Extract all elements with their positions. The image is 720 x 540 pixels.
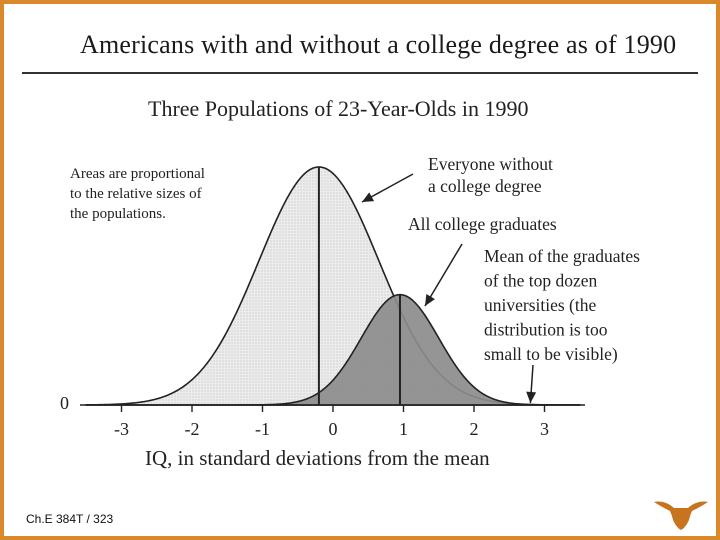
annotation-2: Everyone without a college degree (428, 154, 553, 196)
annotations-group: Areas are proportional to the relative si… (70, 154, 640, 404)
annotation-4: Mean of the graduates of the top dozen uni… (484, 246, 640, 364)
annotation-line: universities (the (484, 295, 596, 315)
annotation-line: to the relative sizes of (70, 186, 202, 202)
annotation-line: Areas are proportional (70, 166, 205, 182)
annotation-3: All college graduates (408, 214, 557, 234)
y-zero-label: 0 (60, 393, 69, 413)
x-axis: -3 -2 -1 0 1 2 3 (80, 404, 585, 439)
x-tick-label: 3 (540, 419, 549, 439)
arrow-top-universities-head (526, 391, 537, 403)
x-tick-label: 1 (399, 419, 408, 439)
x-tick-label: -1 (255, 419, 270, 439)
annotation-line: small to be visible) (484, 344, 618, 364)
arrow-no-degree-head (362, 192, 375, 202)
annotation-line: a college degree (428, 176, 542, 196)
chart-title: Three Populations of 23-Year-Olds in 199… (148, 96, 528, 121)
annotation-line: distribution is too (484, 320, 608, 340)
arrow-graduates-head (425, 293, 435, 306)
x-axis-label: IQ, in standard deviations from the mean (145, 446, 490, 470)
annotation-line: Mean of the graduates (484, 246, 640, 266)
annotation-line: All college graduates (408, 214, 557, 234)
longhorn-icon (654, 501, 708, 530)
annotation-line: of the top dozen (484, 271, 597, 291)
x-tick-label: -3 (114, 419, 129, 439)
x-tick-label: 2 (470, 419, 479, 439)
slide-title: Americans with and without a college deg… (80, 30, 677, 59)
annotation-1: Areas are proportional to the relative si… (70, 166, 205, 222)
x-tick-label: -2 (185, 419, 200, 439)
title-divider (22, 72, 698, 74)
annotation-line: the populations. (70, 206, 166, 222)
course-footer: Ch.E 384T / 323 (26, 512, 114, 526)
x-tick-label: 0 (329, 419, 338, 439)
annotation-line: Everyone without (428, 154, 553, 174)
arrow-graduates-shaft (424, 243, 463, 307)
